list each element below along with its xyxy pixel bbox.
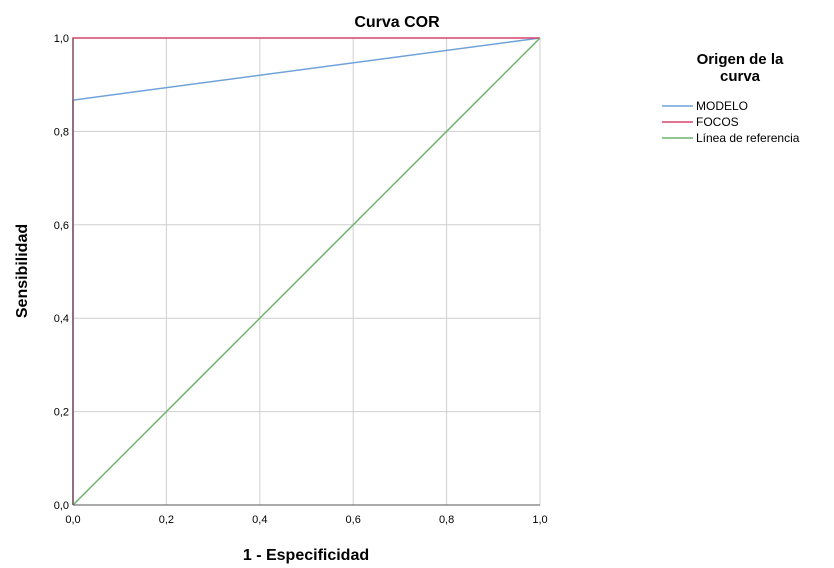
legend-title-line-1: Origen de la — [697, 51, 784, 68]
y-axis-title: Sensibilidad — [14, 224, 31, 318]
legend: Origen de la curva MODELO FOCOS Línea de r… — [662, 51, 800, 145]
series-line — [72, 37, 541, 506]
x-tick-label: 0,0 — [65, 514, 80, 526]
chart-title: Curva COR — [354, 14, 440, 31]
x-tick-label: 0,2 — [159, 514, 174, 526]
axes — [72, 38, 540, 506]
x-axis-title: 1 - Especificidad — [243, 547, 369, 564]
y-tick-label: 0,2 — [54, 407, 69, 419]
y-tick-label: 0,0 — [54, 500, 69, 512]
legend-title-line-2: curva — [720, 68, 761, 85]
x-tick-label: 0,8 — [439, 514, 454, 526]
series-lines — [72, 37, 541, 506]
x-tick-label: 0,6 — [346, 514, 361, 526]
legend-label: MODELO — [696, 99, 748, 113]
x-tick-label: 1,0 — [532, 514, 547, 526]
x-tick-labels: 0,0 0,2 0,4 0,6 0,8 1,0 — [65, 514, 547, 526]
y-tick-label: 0,4 — [54, 313, 69, 325]
legend-label: Línea de referencia — [696, 131, 800, 145]
legend-label: FOCOS — [696, 115, 739, 129]
y-tick-label: 1,0 — [54, 33, 69, 45]
x-tick-label: 0,4 — [252, 514, 267, 526]
y-tick-labels: 0,0 0,2 0,4 0,6 0,8 1,0 — [54, 33, 69, 512]
y-tick-label: 0,6 — [54, 220, 69, 232]
y-tick-label: 0,8 — [54, 126, 69, 138]
